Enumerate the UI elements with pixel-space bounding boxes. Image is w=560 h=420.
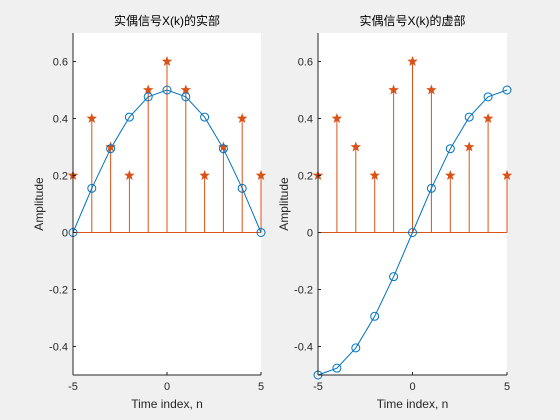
x-tick-label: 5	[258, 381, 264, 393]
y-tick-label: 0.4	[53, 114, 68, 126]
line-series	[72, 89, 262, 233]
circle-marker	[124, 112, 134, 122]
x-tick-label: 0	[164, 381, 170, 393]
chart-title: 实偶信号X(k)的实部	[114, 13, 220, 28]
circle-marker	[106, 144, 116, 154]
y-tick-label: 0.4	[298, 114, 313, 126]
star-marker	[407, 56, 418, 66]
star-marker	[161, 56, 173, 66]
plot-content	[67, 56, 267, 237]
star-marker	[86, 113, 98, 123]
star-marker	[482, 113, 494, 123]
circle-marker	[200, 112, 210, 122]
circle-marker	[445, 144, 455, 154]
circle-marker	[332, 363, 342, 373]
circle-marker	[181, 92, 191, 102]
circle-marker	[237, 183, 247, 193]
star-marker	[426, 84, 437, 95]
line-series	[317, 89, 508, 376]
circle-marker	[162, 85, 172, 95]
ticks: -5 0 5 -0.4 -0.2 0 0.2 0.4 0.6	[294, 57, 510, 394]
circle-marker	[218, 144, 228, 154]
star-marker	[255, 170, 267, 180]
y-axis-label: Amplitude	[32, 177, 46, 231]
x-tick-label: -5	[68, 381, 78, 393]
x-axis-label: Time index, n	[131, 397, 203, 411]
circle-marker	[143, 92, 153, 102]
circle-marker	[256, 228, 266, 237]
y-tick-label: 0.6	[53, 57, 68, 69]
y-tick-label: 0.2	[298, 171, 313, 183]
star-marker	[388, 84, 399, 95]
star-marker	[331, 113, 343, 123]
star-marker	[445, 170, 456, 180]
star-marker	[350, 141, 362, 152]
y-axis-label: Amplitude	[277, 177, 291, 231]
ticks: -5 0 5 -0.4 -0.2 0 0.2 0.4 0.6	[49, 57, 264, 394]
circle-marker	[464, 112, 474, 122]
subplot-imaginary-part: -5 0 5 -0.4 -0.2 0 0.2 0.4 0.6 实偶信号X(k)的虚部 Time …	[277, 13, 513, 411]
y-tick-label: 0	[62, 228, 68, 240]
circle-marker	[502, 85, 512, 95]
star-marker	[236, 113, 248, 123]
y-tick-label: -0.4	[49, 342, 68, 354]
circle-marker	[408, 228, 417, 237]
x-tick-label: 5	[504, 381, 510, 393]
circle-marker	[87, 183, 97, 193]
x-tick-label: 0	[409, 381, 415, 393]
circle-marker	[426, 183, 436, 193]
chart-title: 实偶信号X(k)的虚部	[360, 13, 466, 28]
y-tick-label: 0.6	[298, 57, 313, 69]
star-marker	[501, 170, 513, 180]
star-marker	[369, 170, 380, 180]
circle-marker	[370, 311, 380, 321]
star-marker	[463, 141, 475, 152]
x-axis-label: Time index, n	[377, 397, 449, 411]
circle-marker	[389, 272, 399, 282]
star-marker	[105, 141, 116, 152]
x-tick-label: -5	[313, 381, 323, 393]
star-marker	[142, 84, 154, 95]
star-marker	[180, 84, 192, 95]
circle-marker	[483, 92, 493, 102]
y-tick-label: -0.2	[294, 285, 313, 297]
star-marker	[124, 170, 135, 180]
star-marker	[199, 170, 210, 180]
y-tick-label: -0.4	[294, 342, 313, 354]
y-tick-label: 0.2	[53, 171, 68, 183]
y-tick-label: -0.2	[49, 285, 68, 297]
subplot-real-part: -5 0 5 -0.4 -0.2 0 0.2 0.4 0.6 实偶信号X(k)的实部 Time …	[32, 13, 267, 411]
circle-marker	[351, 343, 361, 353]
y-tick-label: 0	[307, 228, 313, 240]
star-marker	[218, 141, 229, 152]
